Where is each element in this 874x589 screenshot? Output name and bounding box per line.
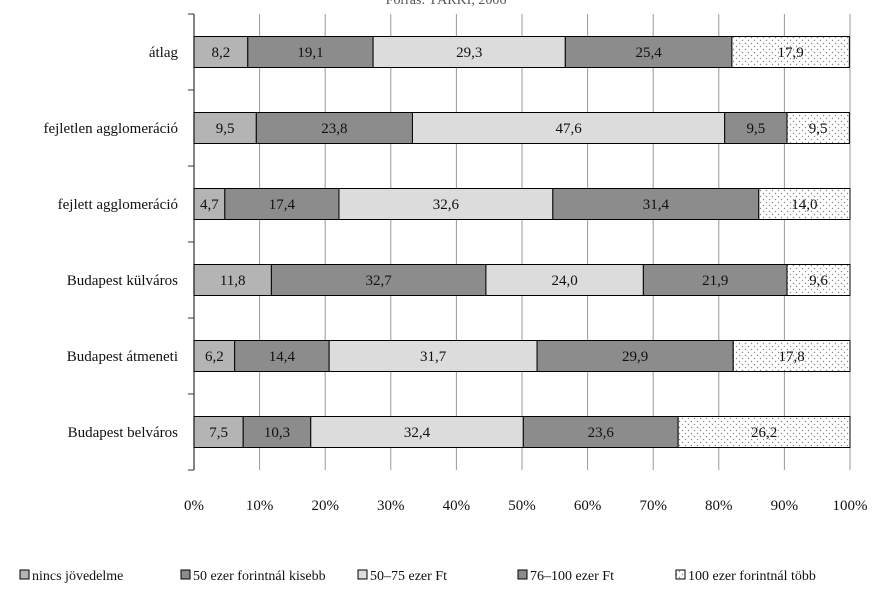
bar-segment-50-ezer-forintnal-kisebb: [234, 340, 330, 372]
bar-segment-76-100-ezer-ft: [564, 36, 733, 68]
x-tick-label: 30%: [377, 498, 405, 514]
data-label: 6,2: [205, 349, 224, 365]
bar-segment-100-ezer-forintnal-tobb: [758, 188, 851, 220]
bar-segment-100-ezer-forintnal-tobb: [786, 112, 850, 144]
category-label-atlag: átlag: [149, 45, 179, 61]
data-label: 9,5: [746, 121, 765, 137]
data-label: 23,8: [321, 121, 347, 137]
bars: 8,2 19,1 29,3 25,4 17,9 9,5 23,8 47,6 9,5 9,5 4,7 1…: [193, 36, 851, 448]
x-tick-label: 60%: [574, 498, 602, 514]
data-label: 31,4: [643, 197, 670, 213]
data-label: 14,4: [269, 349, 296, 365]
bar-segment-76-100-ezer-ft: [724, 112, 788, 144]
bar-segment-nincs-jovedelme: [193, 340, 236, 372]
data-label: 29,3: [456, 45, 482, 61]
bar-segment-50-75-ezer-ft: [411, 112, 726, 144]
legend-label-76-100-ezer-ft: 76–100 ezer Ft: [530, 569, 614, 584]
data-label: 10,3: [264, 425, 290, 441]
bar-segment-100-ezer-forintnal-tobb: [786, 264, 851, 296]
data-label: 23,6: [588, 425, 615, 441]
legend-swatch: [357, 569, 368, 580]
data-label: 21,9: [702, 273, 728, 289]
category-label-budapest-kulvaros: Budapest külváros: [67, 273, 178, 289]
category-labels: átlag fejletlen agglomeráció fejlett agglo…: [43, 45, 178, 441]
data-label: 9,5: [216, 121, 235, 137]
bar-segment-nincs-jovedelme: [193, 416, 244, 448]
bar-segment-50-75-ezer-ft: [328, 340, 538, 372]
bar-segment-50-ezer-forintnal-kisebb: [247, 36, 374, 68]
bar-segment-nincs-jovedelme: [193, 112, 257, 144]
data-label: 4,7: [200, 197, 219, 213]
legend: nincs jövedelme 50 ezer forintnál kisebb 5…: [19, 569, 816, 584]
bar-segment-76-100-ezer-ft: [536, 340, 734, 372]
data-label: 25,4: [635, 45, 662, 61]
data-label: 31,7: [420, 349, 447, 365]
data-label: 9,5: [809, 121, 828, 137]
gridlines: [259, 14, 851, 470]
data-label: 26,2: [751, 425, 777, 441]
bar-segment-100-ezer-forintnal-tobb: [677, 416, 851, 448]
legend-label-100-ezer-forintnal-tobb: 100 ezer forintnál több: [688, 569, 816, 584]
data-label: 8,2: [212, 45, 231, 61]
data-label: 32,4: [404, 425, 431, 441]
data-label: 7,5: [209, 425, 228, 441]
data-label: 24,0: [552, 273, 578, 289]
x-tick-label: 70%: [639, 498, 667, 514]
bar-segment-100-ezer-forintnal-tobb: [731, 36, 850, 68]
data-label: 29,9: [622, 349, 648, 365]
legend-swatch: [19, 569, 30, 580]
bar-segment-76-100-ezer-ft: [522, 416, 679, 448]
x-tick-label: 0%: [184, 498, 204, 514]
bar-segment-50-75-ezer-ft: [310, 416, 524, 448]
category-label-fejlett-agglomeracio: fejlett agglomeráció: [58, 197, 178, 213]
top-note: Forrás: TÁRKI, 2006: [386, 0, 507, 8]
legend-swatch: [675, 569, 686, 580]
x-tick-label: 40%: [443, 498, 471, 514]
data-label: 11,8: [220, 273, 246, 289]
bar-segment-nincs-jovedelme: [193, 264, 272, 296]
data-label: 32,6: [433, 197, 460, 213]
x-tick-label: 90%: [771, 498, 799, 514]
bar-segment-100-ezer-forintnal-tobb: [732, 340, 851, 372]
x-tick-label: 80%: [705, 498, 733, 514]
data-label: 9,6: [809, 273, 828, 289]
data-label: 47,6: [555, 121, 582, 137]
x-tick-labels: 0% 10% 20% 30% 40% 50% 60% 70% 80% 90% 100%: [184, 498, 868, 514]
legend-label-50-75-ezer-ft: 50–75 ezer Ft: [370, 569, 447, 584]
data-label: 17,9: [778, 45, 804, 61]
legend-label-50-ezer-forintnal-kisebb: 50 ezer forintnál kisebb: [193, 569, 326, 584]
bar-segment-nincs-jovedelme: [193, 188, 226, 220]
bar-segment-76-100-ezer-ft: [552, 188, 760, 220]
x-tick-label: 50%: [508, 498, 536, 514]
x-tick-label: 10%: [246, 498, 274, 514]
data-label: 17,4: [269, 197, 296, 213]
axes: [188, 13, 195, 471]
category-label-fejletlen-agglomeracio: fejletlen agglomeráció: [43, 121, 178, 137]
category-label-budapest-atmeneti: Budapest átmeneti: [67, 349, 178, 365]
data-label: 19,1: [297, 45, 323, 61]
data-label: 14,0: [791, 197, 817, 213]
data-label: 17,8: [778, 349, 804, 365]
bar-segment-76-100-ezer-ft: [642, 264, 788, 296]
category-label-budapest-belvaros: Budapest belváros: [68, 425, 179, 441]
data-label: 32,7: [366, 273, 393, 289]
legend-swatch: [180, 569, 191, 580]
x-tick-label: 20%: [311, 498, 339, 514]
bar-segment-50-ezer-forintnal-kisebb: [270, 264, 487, 296]
x-tick-label: 100%: [833, 498, 868, 514]
legend-swatch: [517, 569, 528, 580]
legend-label-nincs-jovedelme: nincs jövedelme: [32, 569, 123, 584]
